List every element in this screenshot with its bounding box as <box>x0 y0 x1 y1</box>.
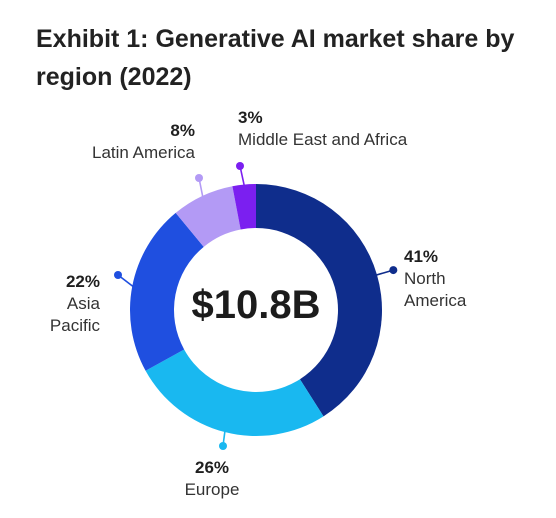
region-label-north-america: North <box>404 269 446 288</box>
slice-asia-pacific <box>130 212 204 371</box>
region-label-asia-pacific: Asia <box>67 294 101 313</box>
pct-label-asia-pacific: 22% <box>66 272 100 291</box>
region-label-north-america: America <box>404 291 467 310</box>
leader-dot-latin-america <box>195 174 203 182</box>
pct-label-europe: 26% <box>195 458 229 477</box>
slice-middle-east-and-africa <box>232 184 256 230</box>
pct-label-middle-east-and-africa: 3% <box>238 108 263 127</box>
donut-slices <box>130 184 383 436</box>
pct-label-latin-america: 8% <box>170 121 195 140</box>
leader-lines <box>114 162 398 450</box>
region-label-asia-pacific: Pacific <box>50 316 101 335</box>
region-label-latin-america: Latin America <box>92 143 196 162</box>
region-label-middle-east-and-africa: Middle East and Africa <box>238 130 408 149</box>
slice-north-america <box>256 184 383 417</box>
leader-dot-north-america <box>389 266 398 275</box>
leader-dot-asia-pacific <box>114 271 122 279</box>
slice-europe <box>145 349 324 436</box>
leader-dot-europe <box>219 442 227 450</box>
center-total-label: $10.8B <box>192 283 321 327</box>
pct-label-north-america: 41% <box>404 247 438 266</box>
slice-labels: 41% North America 26% Europe 22% Asia Pacific 8%… <box>50 108 467 499</box>
chart-title: Exhibit 1: Generative AI market share by… <box>36 25 515 91</box>
region-label-europe: Europe <box>185 480 240 499</box>
leader-dot-middle-east-and-africa <box>236 162 244 170</box>
slice-latin-america <box>175 186 241 247</box>
